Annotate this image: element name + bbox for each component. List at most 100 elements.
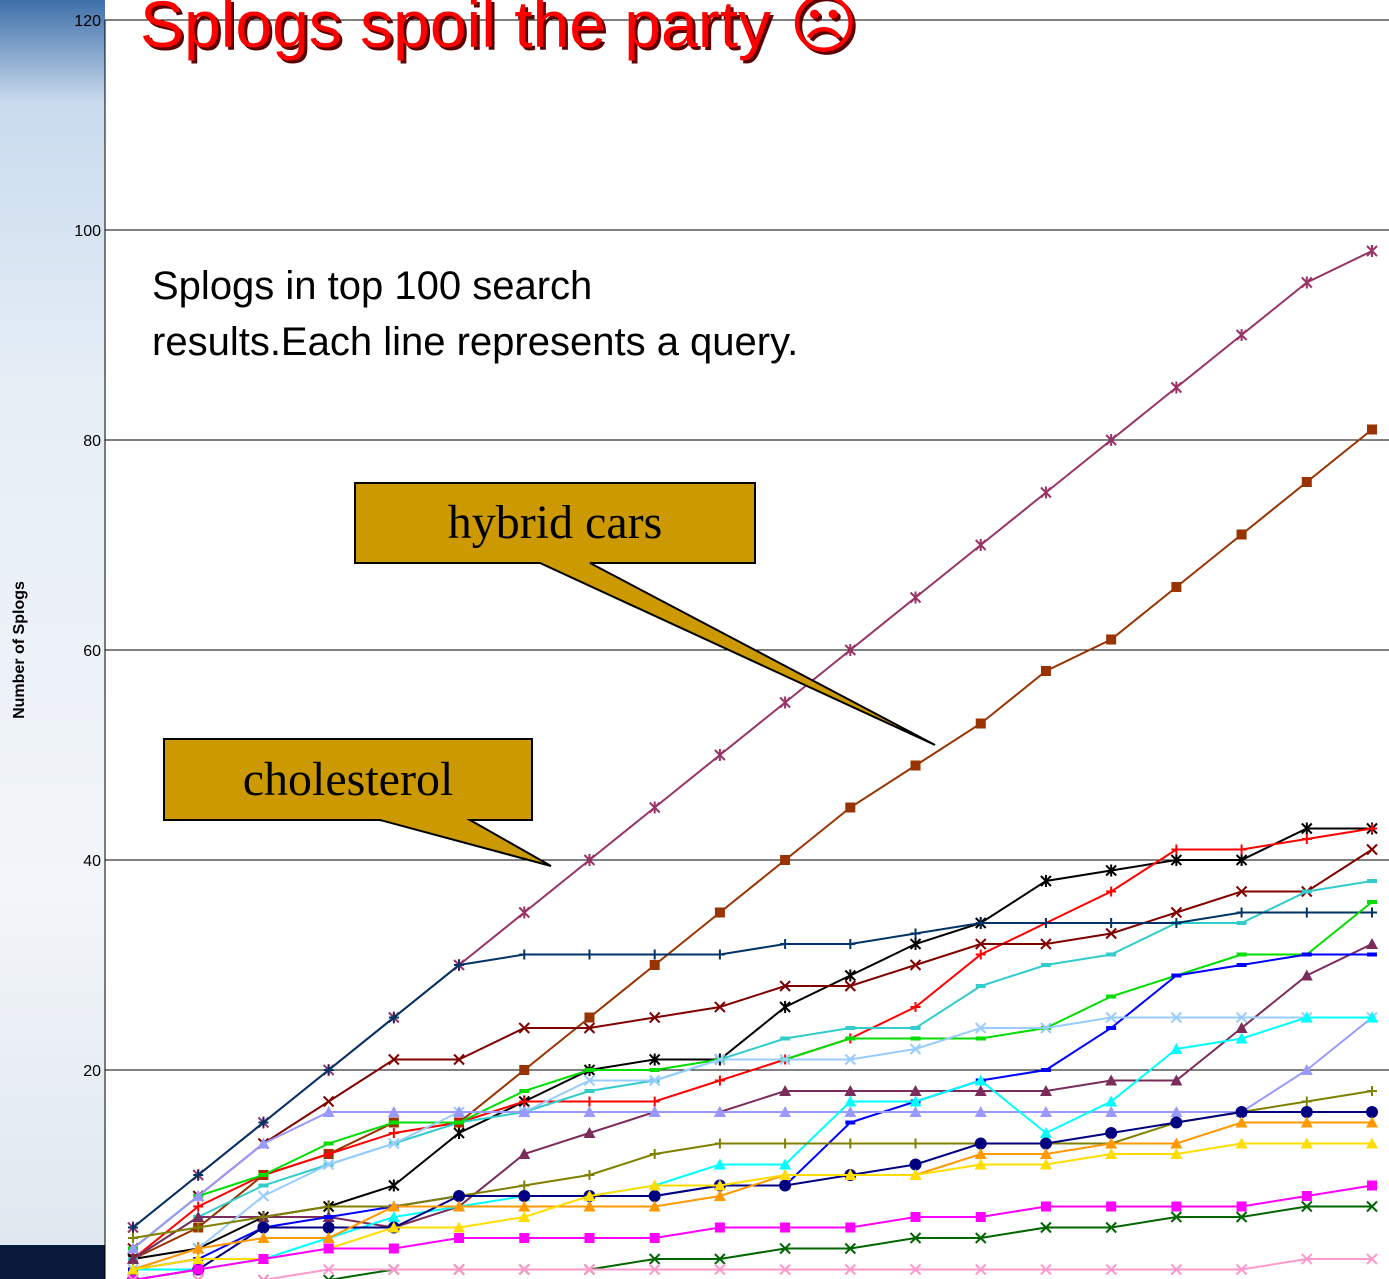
marker — [975, 1212, 986, 1222]
annotation: Splogs in top 100 search results.Each li… — [152, 264, 799, 364]
marker — [714, 1075, 725, 1086]
series-line — [132, 943, 1373, 1260]
series-line — [132, 1016, 1373, 1250]
marker — [1236, 1201, 1247, 1212]
marker — [1106, 634, 1117, 645]
side-band — [0, 0, 105, 1279]
callout-label: hybrid cars — [448, 496, 663, 549]
marker — [1105, 1106, 1118, 1117]
marker — [1170, 854, 1183, 866]
marker — [127, 1274, 139, 1279]
marker — [648, 1011, 661, 1024]
marker — [1301, 822, 1313, 835]
marker — [1171, 1201, 1182, 1212]
marker — [1301, 1191, 1312, 1201]
marker — [1039, 1158, 1052, 1170]
marker — [779, 1179, 792, 1192]
marker — [714, 1253, 726, 1265]
marker — [1170, 381, 1183, 394]
marker — [779, 1263, 791, 1276]
marker — [1040, 666, 1051, 676]
marker — [323, 1065, 334, 1075]
marker — [648, 1263, 661, 1276]
series-line — [132, 1142, 1372, 1271]
marker — [909, 1043, 922, 1055]
marker — [648, 1190, 661, 1202]
marker — [844, 644, 857, 656]
chart-title: Splogs spoil the party ☹ — [140, 0, 859, 61]
marker — [1039, 1106, 1052, 1117]
marker — [192, 1242, 205, 1254]
marker — [1171, 844, 1182, 855]
marker — [453, 1190, 466, 1202]
marker — [127, 1242, 139, 1254]
marker — [518, 1148, 531, 1159]
marker — [1170, 1211, 1183, 1223]
marker — [1170, 1011, 1183, 1024]
marker — [845, 1138, 856, 1149]
marker — [1301, 834, 1312, 844]
marker — [583, 1190, 596, 1201]
marker — [583, 1022, 596, 1034]
marker — [1301, 1096, 1312, 1107]
marker — [713, 1179, 726, 1191]
marker — [1366, 1116, 1378, 1128]
marker — [387, 1106, 400, 1117]
marker — [1040, 875, 1052, 887]
marker — [1366, 1200, 1378, 1213]
marker — [779, 1001, 791, 1013]
marker — [1040, 486, 1052, 499]
marker — [1366, 843, 1378, 856]
marker — [1235, 854, 1248, 866]
marker — [518, 1190, 531, 1202]
marker — [1105, 1221, 1117, 1234]
marker — [844, 1106, 857, 1117]
marker — [322, 1221, 335, 1234]
marker — [323, 1201, 334, 1212]
marker — [454, 960, 465, 970]
marker — [192, 1190, 205, 1201]
marker — [1170, 1263, 1183, 1276]
marker — [519, 1096, 530, 1107]
marker — [975, 539, 987, 551]
marker — [714, 907, 725, 918]
marker — [518, 1106, 531, 1117]
marker — [1235, 1011, 1248, 1024]
marker — [714, 1222, 725, 1233]
marker — [1301, 276, 1313, 289]
marker — [193, 1201, 204, 1212]
marker — [648, 801, 661, 814]
marker — [257, 1232, 270, 1243]
marker — [1301, 907, 1312, 918]
marker — [584, 1012, 595, 1023]
marker — [518, 906, 530, 919]
marker — [910, 1138, 921, 1149]
marker — [974, 1106, 987, 1117]
marker — [1105, 1074, 1118, 1086]
series-line — [132, 1016, 1372, 1271]
marker — [974, 1158, 987, 1170]
marker — [648, 1106, 661, 1117]
marker — [844, 1085, 857, 1096]
marker — [779, 980, 791, 992]
marker — [845, 802, 856, 813]
marker — [1105, 1011, 1117, 1024]
y-tick-label: 100 — [74, 223, 101, 240]
marker — [1300, 1106, 1313, 1118]
marker — [583, 1106, 596, 1117]
marker — [193, 1222, 204, 1233]
marker — [909, 1232, 922, 1244]
marker — [453, 1053, 465, 1066]
marker — [649, 1233, 660, 1243]
marker — [975, 1232, 987, 1244]
marker — [1301, 1200, 1313, 1213]
marker — [1235, 1211, 1248, 1223]
marker — [1171, 918, 1182, 928]
y-axis-label: Number of Splogs — [11, 581, 28, 719]
marker — [910, 760, 921, 771]
series-line — [132, 827, 1373, 1260]
marker — [322, 1106, 335, 1117]
marker — [257, 1274, 270, 1279]
series-line — [132, 1184, 1373, 1279]
marker — [844, 1263, 857, 1276]
